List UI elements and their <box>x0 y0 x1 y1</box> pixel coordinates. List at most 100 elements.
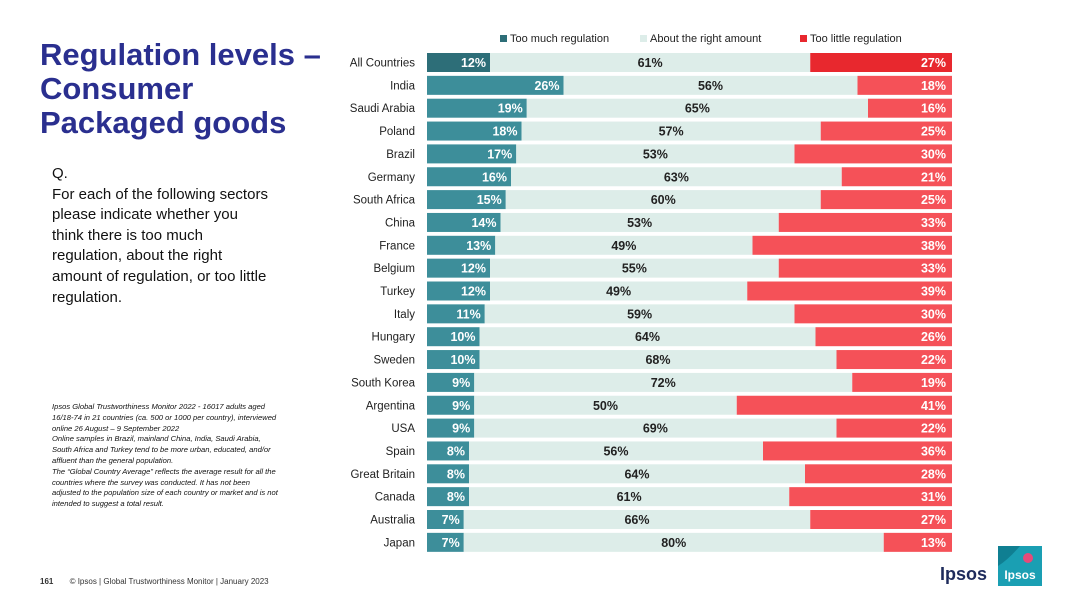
data-label: 9% <box>452 422 470 436</box>
chart-legend: Too much regulation About the right amoun… <box>500 33 902 45</box>
data-label: 16% <box>482 170 507 184</box>
ipsos-wordmark: Ipsos <box>940 564 988 584</box>
bar-segment <box>479 327 816 347</box>
page-title: Regulation levels – Consumer Packaged go… <box>40 38 340 140</box>
data-label: 49% <box>611 239 636 253</box>
category-label: Canada <box>375 492 416 504</box>
data-label: 22% <box>921 422 946 436</box>
data-label: 9% <box>452 399 470 413</box>
note-line: online 26 August – 9 September 2022 <box>52 423 180 433</box>
category-label: France <box>379 240 415 252</box>
bar-segment <box>868 98 952 118</box>
ipsos-logo-icon: Ipsos <box>998 546 1042 586</box>
legend-label: Too much regulation <box>510 33 609 45</box>
bar-segment <box>789 487 952 507</box>
legend-swatch <box>500 35 507 42</box>
data-label: 7% <box>442 536 460 550</box>
bar-segment <box>469 464 805 484</box>
bar-segment <box>427 190 506 210</box>
data-label: 38% <box>921 239 946 253</box>
data-label: 59% <box>627 307 652 321</box>
data-label: 19% <box>498 102 523 116</box>
data-label: 56% <box>698 79 723 93</box>
data-label: 27% <box>921 513 946 527</box>
note-line: The “Global Country Average” reflects th… <box>52 466 276 476</box>
bar-segment <box>490 258 779 278</box>
bar-segment <box>427 235 496 255</box>
category-label: Germany <box>368 172 416 184</box>
bar-segment <box>427 464 469 484</box>
note-line: Online samples in Brazil, mainland China… <box>52 434 261 444</box>
bar-segment <box>747 281 952 301</box>
data-label: 61% <box>617 490 642 504</box>
data-label: 66% <box>624 513 649 527</box>
data-label: 49% <box>606 285 631 299</box>
page-number: 161 <box>40 577 54 586</box>
category-label: Great Britain <box>350 469 415 481</box>
bar-segment <box>752 235 952 255</box>
bar-segment <box>836 418 952 438</box>
bar-segment <box>857 75 952 95</box>
data-label: 57% <box>659 125 684 139</box>
data-label: 12% <box>461 262 486 276</box>
category-label: South Korea <box>351 377 416 389</box>
data-label: 28% <box>921 467 946 481</box>
question-line: amount of regulation, or too little <box>52 267 267 285</box>
data-label: 69% <box>643 422 668 436</box>
category-label: Hungary <box>372 332 416 344</box>
data-label: 36% <box>921 444 946 458</box>
data-label: 11% <box>456 307 480 321</box>
bar-segment <box>490 281 748 301</box>
data-label: 39% <box>921 285 946 299</box>
category-label: Argentina <box>366 400 416 412</box>
bar-segment <box>495 235 753 255</box>
legend-swatch <box>640 35 647 42</box>
bar-segment <box>511 167 842 187</box>
category-label: Turkey <box>380 286 415 298</box>
data-label: 14% <box>471 216 496 230</box>
data-label: 72% <box>651 376 676 390</box>
data-label: 8% <box>447 490 465 504</box>
note-line: intended to suggest a total result. <box>52 499 164 509</box>
bar-segment <box>463 532 884 552</box>
bar-segment <box>427 327 480 347</box>
note-line: affluent than the general population. <box>52 455 174 465</box>
data-label: 18% <box>492 125 517 139</box>
data-label: 55% <box>622 262 647 276</box>
footer-copyright: © Ipsos | Global Trustworthiness Monitor… <box>69 577 269 586</box>
data-label: 18% <box>921 79 946 93</box>
bar-segment <box>883 532 952 552</box>
bar-segment <box>427 121 522 141</box>
data-label: 64% <box>635 330 660 344</box>
category-label: Poland <box>379 126 415 138</box>
category-label: Saudi Arabia <box>350 103 416 115</box>
data-label: 10% <box>450 353 475 367</box>
category-label: Belgium <box>373 263 415 275</box>
bar-segment <box>736 395 952 415</box>
question-line: think there is too much <box>52 226 203 244</box>
legend-label: Too little regulation <box>810 33 902 45</box>
bar-segment <box>427 53 490 72</box>
data-label: 61% <box>638 56 663 70</box>
bar-segment <box>427 212 501 232</box>
bar-segment <box>794 144 952 164</box>
data-label: 50% <box>593 399 618 413</box>
data-label: 30% <box>921 307 946 321</box>
bar-segment <box>778 212 952 232</box>
bar-segment <box>427 350 480 370</box>
bar-segment <box>815 327 952 347</box>
question-line: regulation. <box>52 288 123 306</box>
data-label: 53% <box>643 147 668 161</box>
bar-segment <box>516 144 795 164</box>
category-label: Italy <box>394 309 415 321</box>
bar-segment <box>474 372 853 392</box>
data-label: 31% <box>921 490 946 504</box>
category-label: Australia <box>370 515 415 527</box>
bar-segment <box>505 190 821 210</box>
bar-segment <box>427 75 564 95</box>
data-label: 7% <box>442 513 460 527</box>
category-label: Spain <box>386 446 415 458</box>
bar-segment <box>810 53 952 72</box>
bar-segment <box>841 167 952 187</box>
data-label: 8% <box>447 467 465 481</box>
